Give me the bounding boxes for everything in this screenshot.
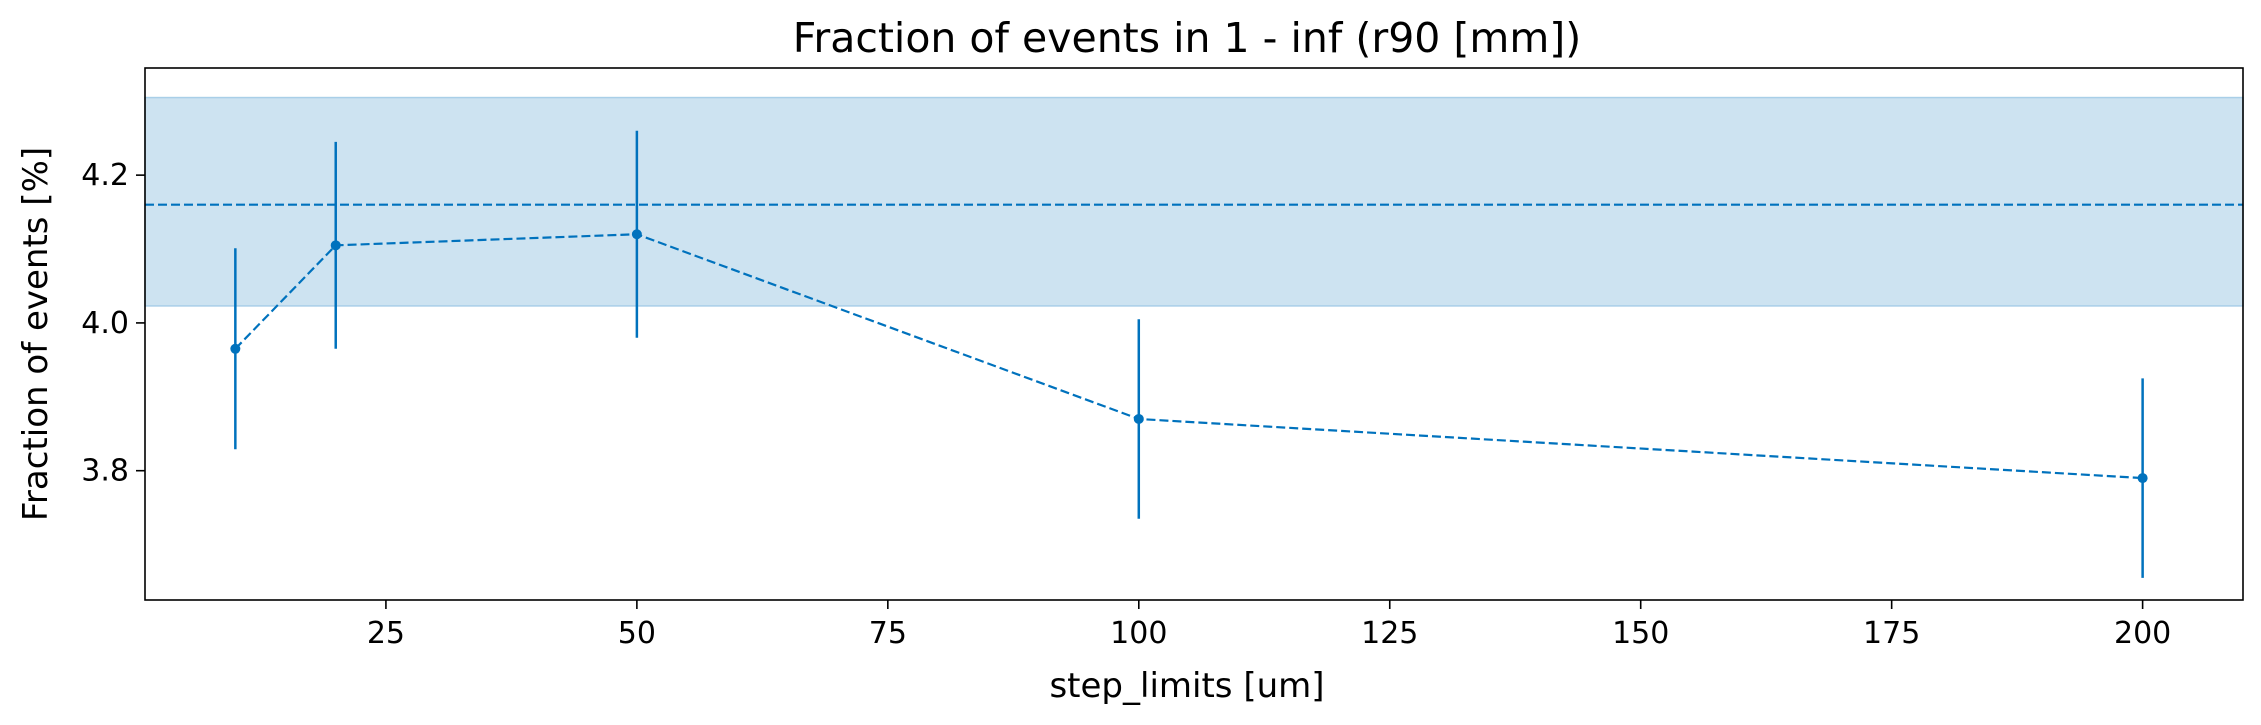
x-axis-label: step_limits [um] bbox=[1049, 666, 1324, 706]
x-tick-label: 75 bbox=[869, 616, 907, 651]
plot-frame bbox=[144, 67, 2244, 601]
x-tick-label: 50 bbox=[618, 616, 656, 651]
x-tick-label: 25 bbox=[367, 616, 405, 651]
y-tick-label: 4.2 bbox=[81, 158, 129, 193]
x-tick-label: 150 bbox=[1612, 616, 1669, 651]
y-axis-label: Fraction of events [%] bbox=[16, 147, 56, 521]
y-tick-label: 4.0 bbox=[81, 306, 129, 341]
data-point bbox=[1133, 413, 1144, 424]
chart-title: Fraction of events in 1 - inf (r90 [mm]) bbox=[793, 14, 1582, 62]
y-tick-label: 3.8 bbox=[81, 454, 129, 489]
data-point bbox=[2137, 473, 2148, 484]
data-point bbox=[631, 229, 642, 240]
reference-band bbox=[144, 96, 2244, 307]
data-point bbox=[330, 240, 341, 251]
x-tick-label: 125 bbox=[1361, 616, 1418, 651]
plot-area: 25 50 75 100 125 150 175 200 3.8 4.0 4.2 bbox=[81, 67, 2244, 651]
x-tick-label: 100 bbox=[1110, 616, 1167, 651]
x-tick-label: 200 bbox=[2114, 616, 2171, 651]
x-tick-label: 175 bbox=[1863, 616, 1920, 651]
data-point bbox=[230, 343, 241, 354]
